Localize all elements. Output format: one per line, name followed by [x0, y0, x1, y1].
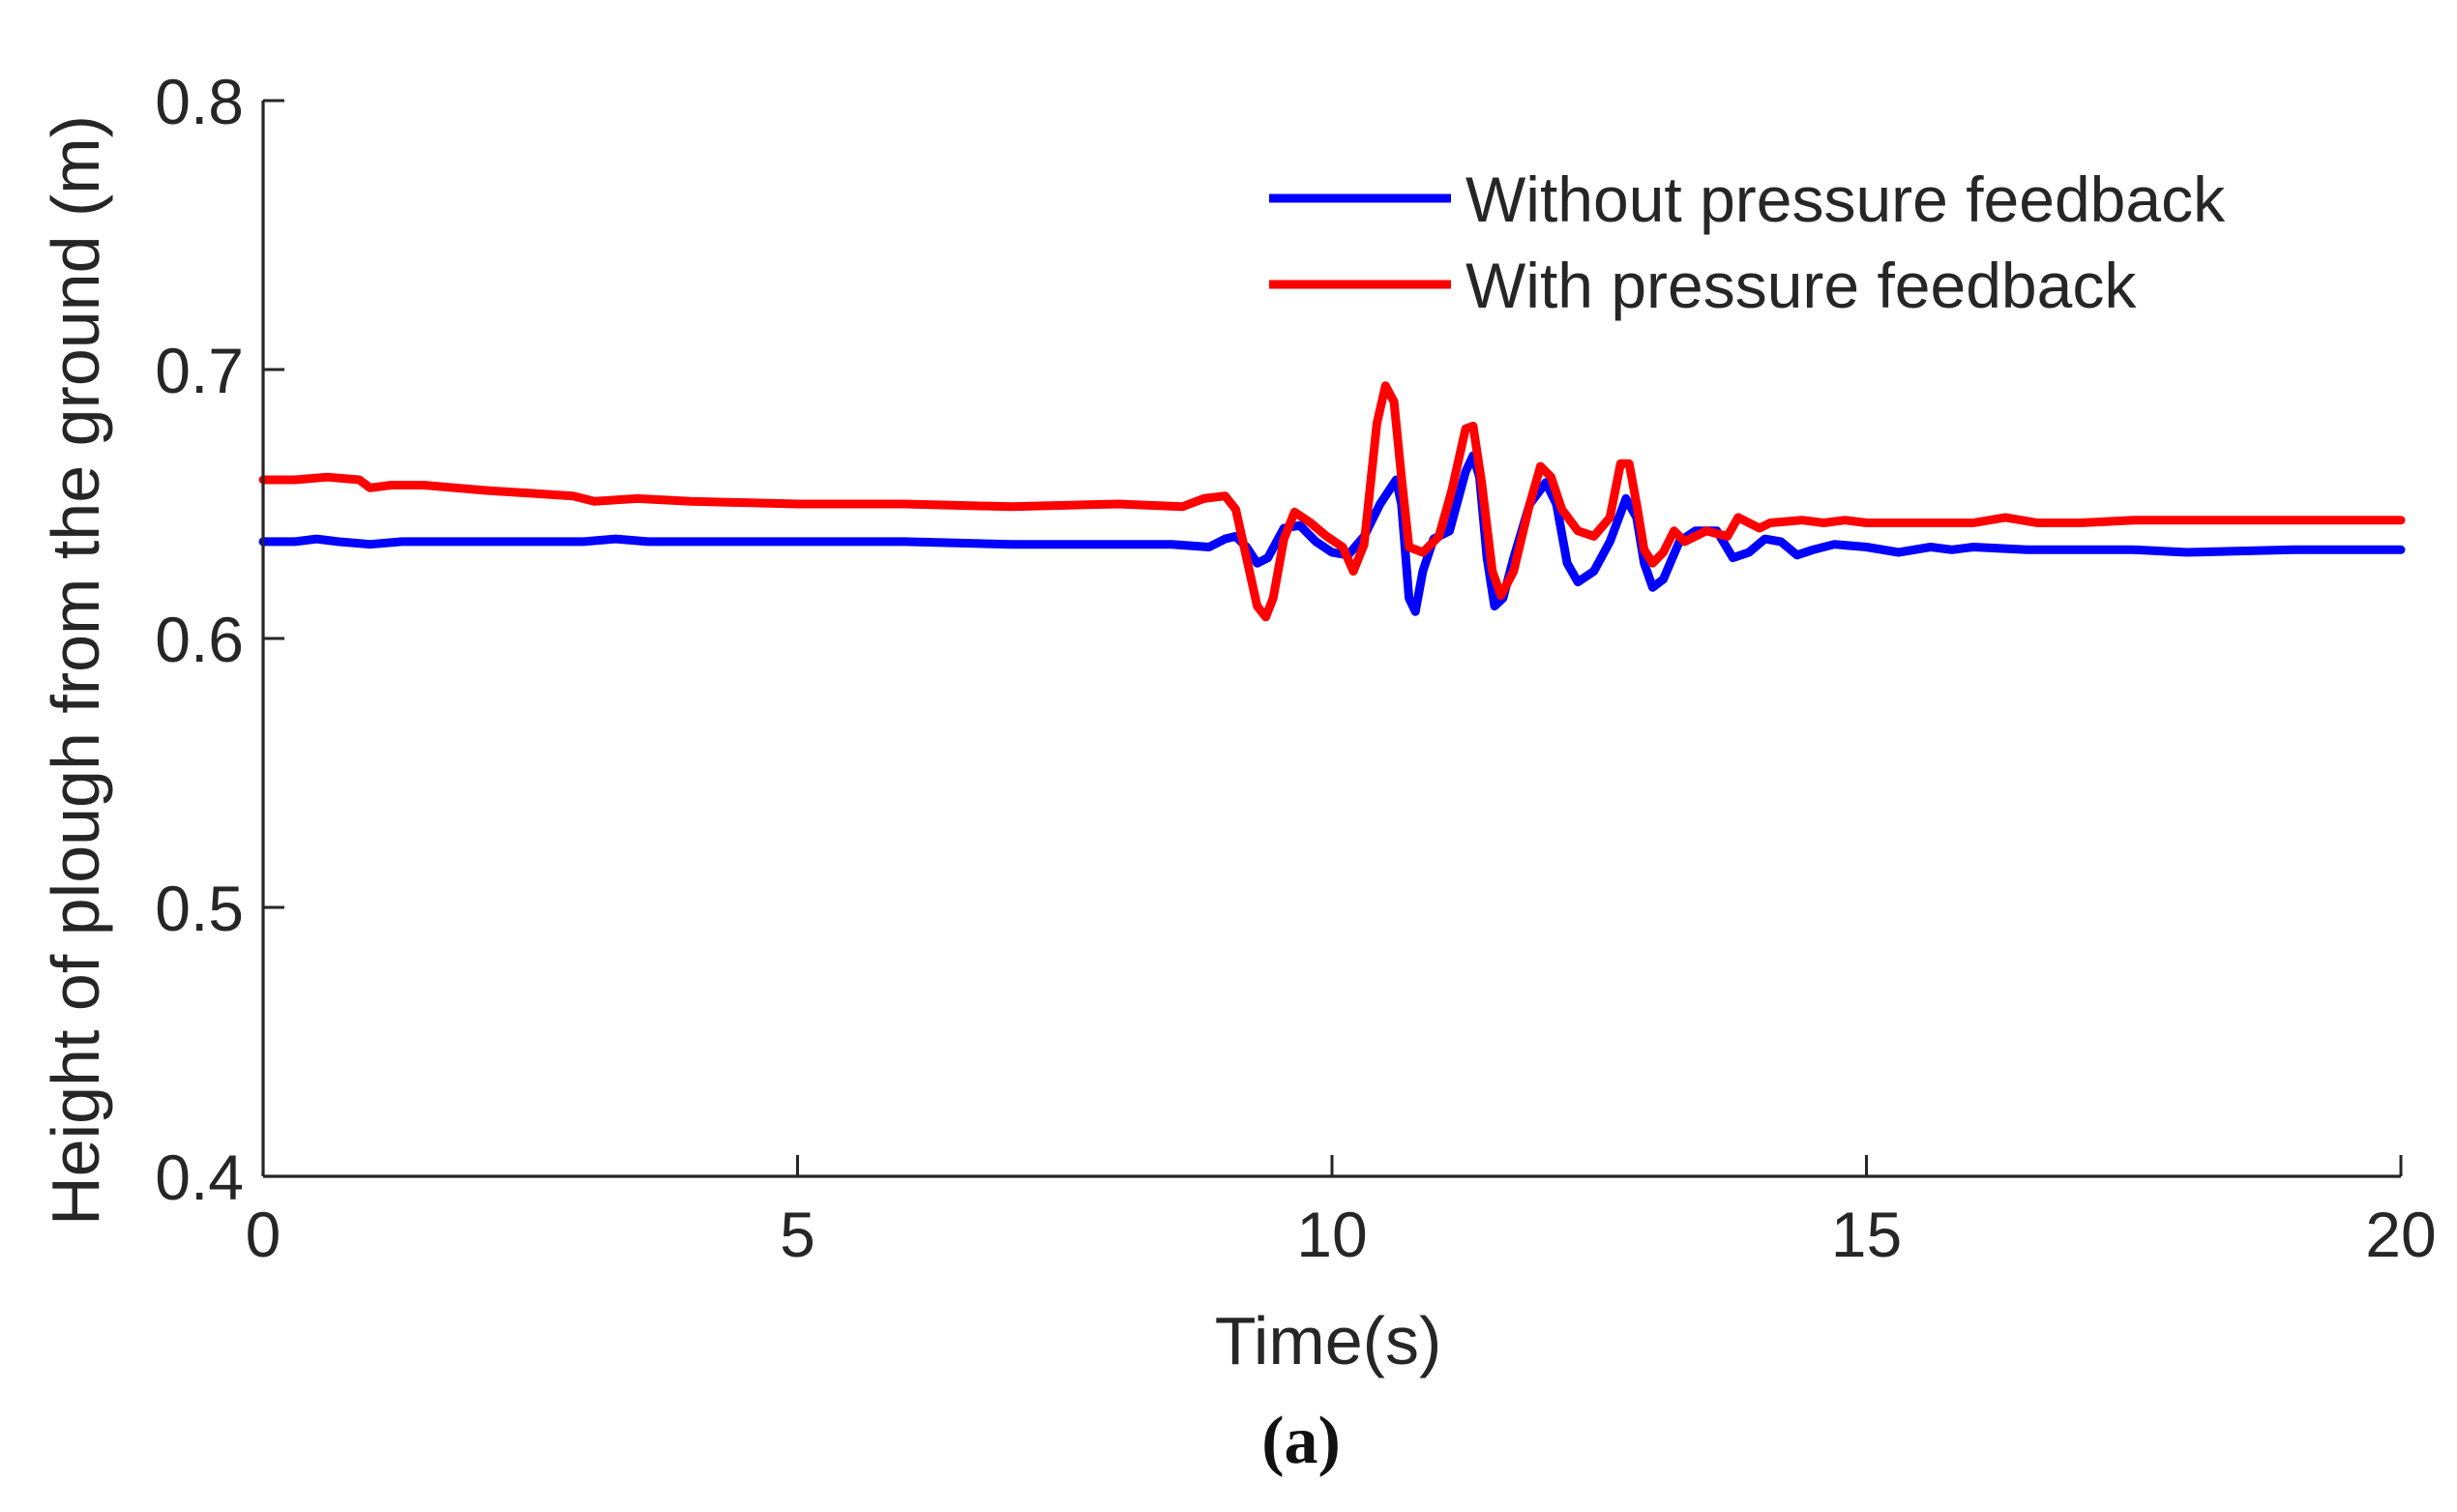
y-axis-ticks: 0.4 0.5 0.6 0.7 0.8 — [155, 66, 284, 1213]
legend-label-with: With pressure feedback — [1465, 250, 2137, 321]
x-tick-label: 15 — [1831, 1199, 1902, 1270]
x-tick-label: 0 — [246, 1199, 281, 1270]
x-axis-label: Time(s) — [1215, 1303, 1442, 1379]
series-line-without-pressure-feedback — [258, 451, 2406, 616]
x-tick-label: 10 — [1296, 1199, 1367, 1270]
legend-label-without: Without pressure feedback — [1465, 163, 2226, 235]
figure-caption: (a) — [1261, 1404, 1341, 1478]
y-tick-label: 0.6 — [155, 604, 244, 675]
y-tick-label: 0.5 — [155, 873, 244, 944]
y-tick-label: 0.4 — [155, 1141, 244, 1213]
x-tick-label: 5 — [780, 1199, 815, 1270]
x-axis-ticks: 0 5 10 15 20 — [246, 1155, 2437, 1270]
y-tick-label: 0.7 — [155, 335, 244, 406]
y-axis-label: Height of plough from the ground (m) — [38, 115, 113, 1226]
series-line-with-pressure-feedback — [258, 381, 2406, 622]
y-tick-label: 0.8 — [155, 66, 244, 137]
legend: Without pressure feedback With pressure … — [1269, 163, 2226, 321]
x-tick-label: 20 — [2365, 1199, 2436, 1270]
data-series — [258, 381, 2406, 622]
